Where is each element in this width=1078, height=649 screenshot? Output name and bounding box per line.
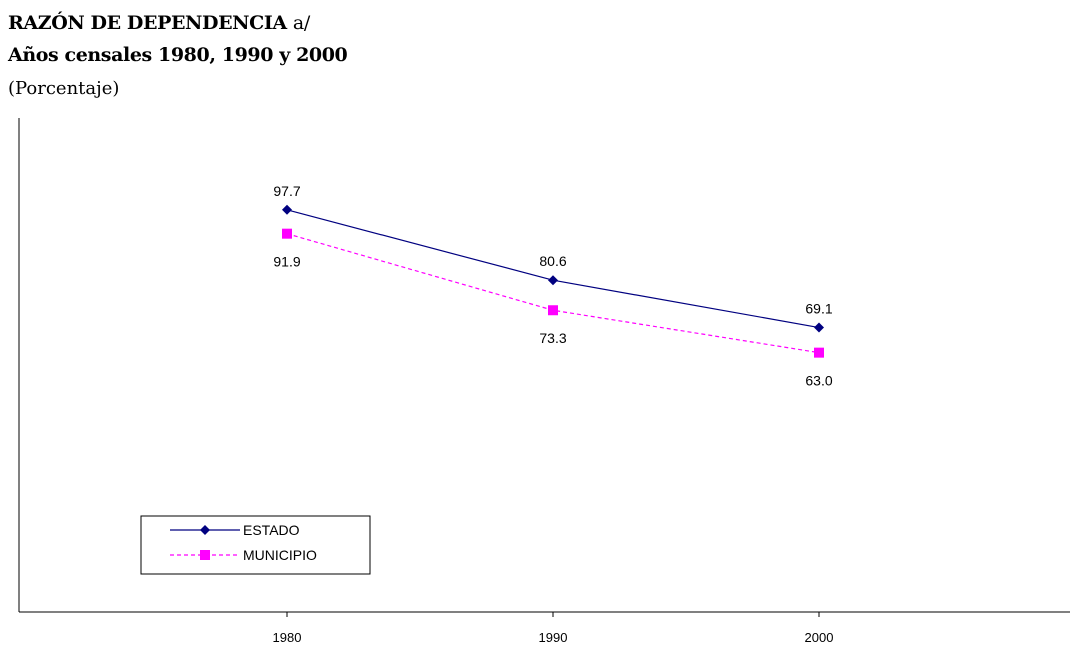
legend-label: ESTADO bbox=[243, 522, 300, 538]
x-tick-label: 1990 bbox=[539, 630, 568, 645]
data-label: 91.9 bbox=[273, 254, 300, 270]
x-tick-label: 1980 bbox=[273, 630, 302, 645]
chart-title-note: a/ bbox=[292, 12, 310, 34]
data-label: 69.1 bbox=[805, 301, 832, 317]
legend-label: MUNICIPIO bbox=[243, 547, 317, 563]
series-estado: 97.7 80.6 69.1 bbox=[273, 183, 833, 333]
chart-unit: (Porcentaje) bbox=[8, 78, 120, 99]
chart-subtitle: Años censales 1980, 1990 y 2000 bbox=[8, 44, 348, 66]
legend-box bbox=[140, 515, 371, 575]
data-point-square bbox=[282, 228, 292, 239]
data-label: 73.3 bbox=[539, 330, 566, 346]
data-point-diamond bbox=[814, 322, 824, 333]
data-label: 80.6 bbox=[539, 253, 566, 269]
series-municipio: 91.9 73.3 63.0 bbox=[273, 228, 833, 389]
legend: ESTADO MUNICIPIO bbox=[140, 515, 371, 575]
data-point-diamond bbox=[282, 204, 292, 215]
x-tick-label: 2000 bbox=[805, 630, 834, 645]
chart-title: RAZÓN DE DEPENDENCIA a/ bbox=[8, 12, 310, 34]
legend-marker-square bbox=[200, 550, 210, 560]
data-point-square bbox=[814, 347, 824, 358]
legend-marker-diamond bbox=[200, 525, 210, 535]
data-point-square bbox=[548, 305, 558, 316]
chart-title-text: RAZÓN DE DEPENDENCIA bbox=[8, 12, 287, 34]
data-label: 97.7 bbox=[273, 183, 300, 199]
data-point-diamond bbox=[548, 275, 558, 286]
data-label: 63.0 bbox=[805, 373, 832, 389]
